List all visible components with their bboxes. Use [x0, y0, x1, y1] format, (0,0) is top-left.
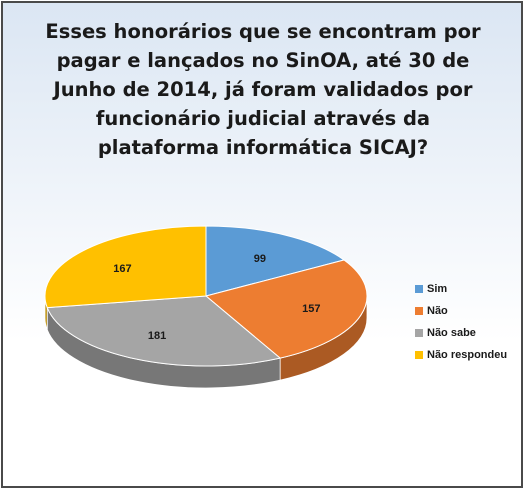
legend-label: Sim: [427, 283, 448, 295]
pie-slice-sim: [205, 225, 346, 297]
legend-swatch: [415, 351, 423, 359]
pie-chart: 99 157 181 167: [44, 225, 368, 389]
pie-slices: [44, 225, 368, 367]
data-label-sim: 99: [254, 253, 266, 265]
legend: Sim Não Não sabe Não respondeu: [415, 283, 507, 371]
legend-item-nao-respondeu: Não respondeu: [415, 349, 507, 361]
data-label-nao-respondeu: 167: [113, 263, 131, 275]
chart-title: Esses honorários que se encontram por pa…: [45, 20, 481, 159]
legend-swatch: [415, 307, 423, 315]
pie-slice-nao-respondeu: [44, 225, 207, 309]
pie-slice-nao: [204, 259, 368, 359]
legend-swatch: [415, 285, 423, 293]
legend-label: Não respondeu: [427, 349, 508, 361]
chart-frame: Esses honorários que se encontram por pa…: [1, 1, 523, 488]
legend-label: Não sabe: [427, 327, 476, 339]
data-label-nao: 157: [302, 303, 320, 315]
data-labels: 99 157 181 167: [113, 253, 320, 342]
legend-label: Não: [427, 305, 448, 317]
legend-item-nao-sabe: Não sabe: [415, 327, 507, 339]
legend-item-sim: Sim: [415, 283, 507, 295]
legend-item-nao: Não: [415, 305, 507, 317]
data-label-nao-sabe: 181: [148, 330, 166, 342]
pie-slice-nao-sabe: [46, 295, 282, 367]
legend-swatch: [415, 329, 423, 337]
